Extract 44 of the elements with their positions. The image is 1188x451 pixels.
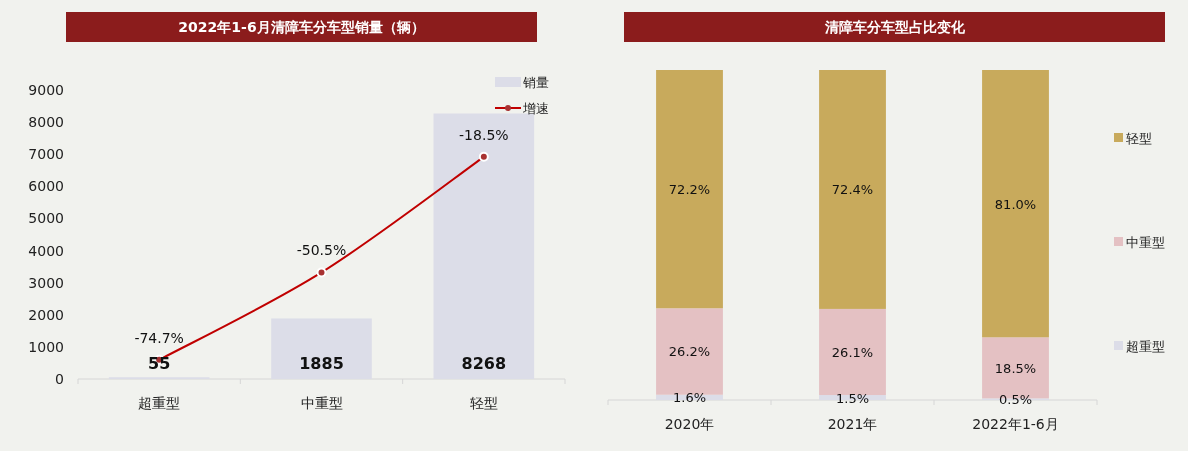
y-tick-label: 5000 [28, 210, 64, 227]
bar [656, 308, 723, 395]
data-label: 55 [148, 354, 171, 373]
x-tick-label: 中重型 [300, 395, 343, 411]
y-tick-label: 6000 [28, 178, 64, 195]
data-label: 81.0% [994, 196, 1037, 212]
data-label: 1.6% [672, 390, 707, 406]
legend-label: 轻型 [1126, 131, 1152, 146]
bar [982, 70, 1049, 338]
data-label: 72.2% [668, 182, 711, 198]
x-tick-label: 2021年 [827, 416, 878, 432]
y-tick-label: 2000 [28, 306, 64, 323]
data-label: 26.2% [668, 344, 711, 360]
data-label: -74.7% [134, 329, 184, 346]
x-tick-label: 超重型 [138, 395, 181, 411]
data-label: 26.1% [831, 344, 874, 360]
bar [433, 113, 535, 379]
y-tick-label: 9000 [28, 82, 64, 98]
chart-title: 2022年1-6月清障车分车型销量（辆） [178, 19, 425, 35]
y-tick-label: 0 [55, 371, 64, 387]
legend-label: 超重型 [1126, 339, 1165, 354]
x-tick-label: 2022年1-6月 [972, 416, 1059, 432]
data-label: 72.4% [831, 182, 874, 198]
bar [819, 70, 886, 309]
bar [819, 308, 886, 396]
y-tick-label: 7000 [28, 146, 64, 163]
legend-label: 增速 [522, 101, 549, 116]
data-label: -50.5% [296, 242, 347, 259]
y-tick-label: 8000 [28, 114, 64, 131]
legend-label: 销量 [522, 75, 549, 90]
chart-title: 清障车分车型占比变化 [823, 19, 966, 35]
data-label: 1885 [299, 354, 344, 373]
x-tick-label: 轻型 [469, 395, 498, 411]
data-label: -18.5% [459, 126, 509, 143]
data-label: 0.5% [998, 392, 1033, 408]
bar [656, 70, 723, 309]
y-tick-label: 1000 [28, 338, 64, 355]
legend-label: 中重型 [1126, 235, 1165, 250]
data-label: 8268 [461, 354, 507, 373]
data-label: 18.5% [994, 360, 1037, 376]
y-tick-label: 3000 [28, 274, 64, 291]
x-tick-label: 2020年 [664, 416, 715, 432]
data-label: 1.5% [835, 390, 870, 406]
y-tick-label: 4000 [28, 242, 64, 259]
